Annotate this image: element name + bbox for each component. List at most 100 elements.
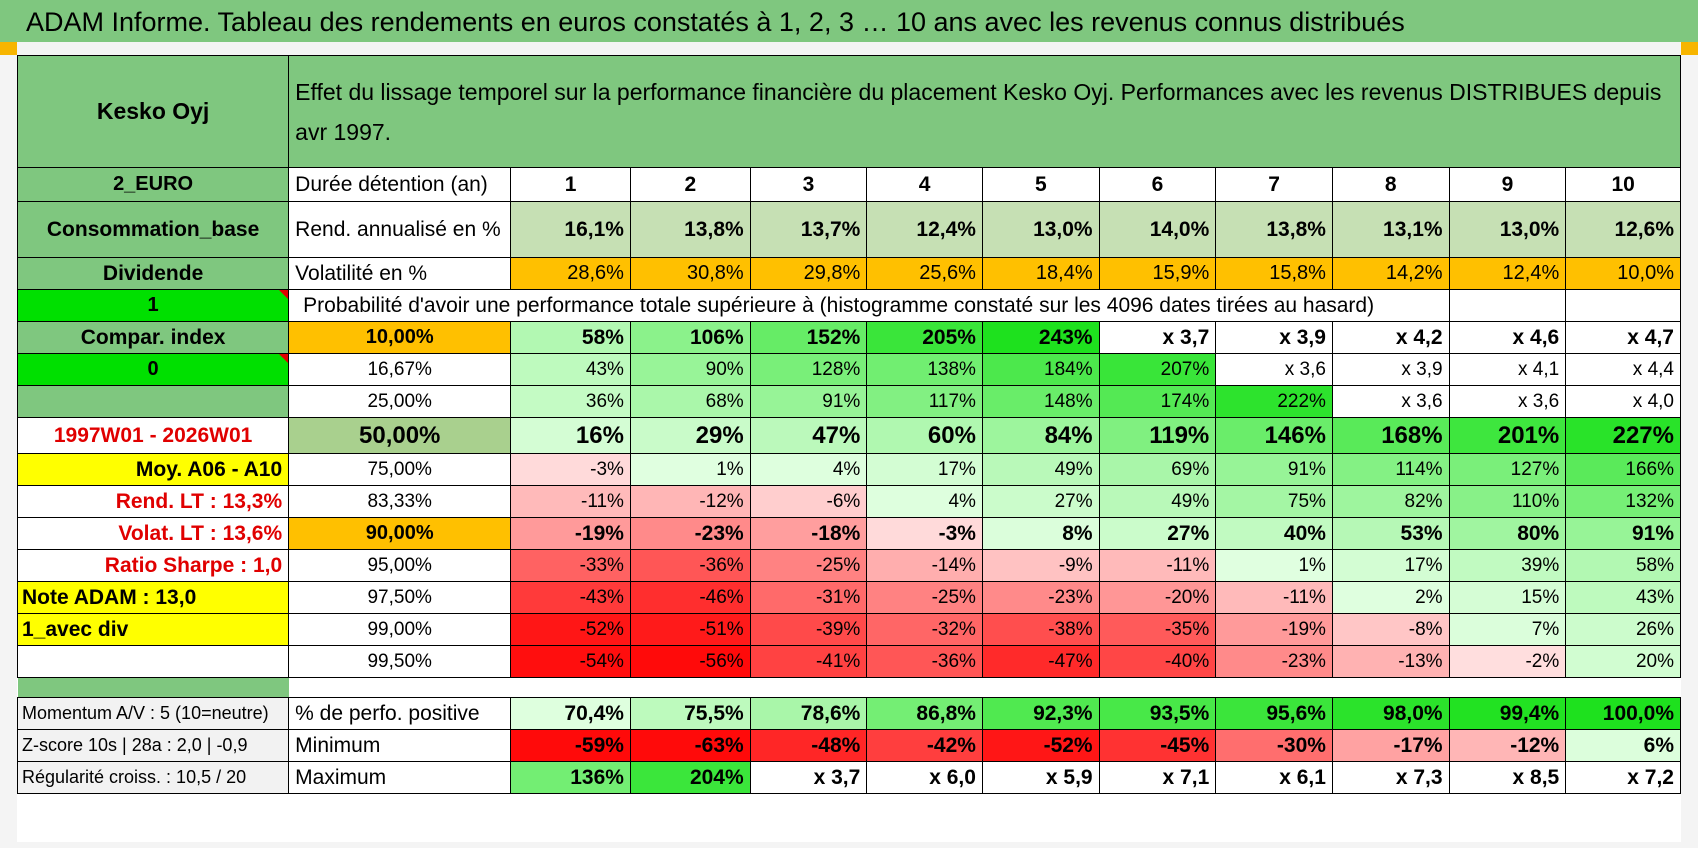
performance-cell: 7% [1448,613,1567,646]
performance-cell: -43% [510,581,631,614]
performance-cell: 29% [629,417,751,454]
annualized-return-label: Rend. annualisé en % [288,201,512,258]
maximum-cell: x 6,1 [1215,761,1333,794]
performance-cell: x 4,1 [1448,353,1567,386]
annualized-return-cell: 16,1% [510,201,631,258]
year-header: 1 [510,167,631,202]
performance-cell: -35% [1098,613,1217,646]
performance-cell: -39% [749,613,868,646]
performance-cell: -52% [510,613,631,646]
performance-cell: 2% [1331,581,1450,614]
year-header: 3 [749,167,868,202]
performance-cell: -3% [866,517,983,550]
year-header: 4 [866,167,983,202]
left-info-sharpe: Ratio Sharpe : 1,0 [16,549,290,582]
performance-cell: -38% [981,613,1100,646]
pct-pos-cell: 99,4% [1448,697,1567,730]
probability-threshold: 99,50% [288,645,512,678]
performance-cell: 106% [629,321,751,354]
probability-label: Probabilité d'avoir une performance tota… [288,289,1450,322]
annualized-return-cell: 13,1% [1331,201,1450,258]
performance-cell: -3% [510,453,631,486]
minimum-cell: 6% [1565,729,1681,762]
left-info-flag0[interactable]: 0 [16,353,290,386]
probability-threshold: 83,33% [288,485,512,518]
year-header: 5 [981,167,1100,202]
annualized-return-cell: 13,8% [1215,201,1333,258]
performance-cell: 16% [510,417,631,454]
spacer-cell [17,677,289,698]
performance-cell: -12% [629,485,751,518]
spacer-cell [288,677,1681,698]
performance-cell: 47% [749,417,868,454]
performance-cell: x 3,6 [1331,385,1450,418]
performance-cell: 128% [749,353,868,386]
pct-pos-cell: 86,8% [866,697,983,730]
performance-cell: 1% [1215,549,1333,582]
performance-cell: -25% [749,549,868,582]
volatility-cell: 30,8% [629,257,751,290]
minimum-cell: -42% [866,729,983,762]
volatility-cell: 12,4% [1448,257,1567,290]
performance-cell: -41% [749,645,868,678]
maximum-cell: x 8,5 [1448,761,1567,794]
volatility-cell: 15,8% [1215,257,1333,290]
annualized-return-cell: 13,0% [1448,201,1567,258]
performance-cell: 205% [866,321,983,354]
minimum-cell: -17% [1331,729,1450,762]
performance-cell: x 4,0 [1565,385,1681,418]
year-header: 9 [1448,167,1567,202]
performance-cell: -20% [1098,581,1217,614]
category-label: Consommation_base [16,201,290,258]
performance-cell: x 3,7 [1098,321,1217,354]
year-header: 7 [1215,167,1333,202]
dividend-label: Dividende [16,257,290,290]
maximum-cell: x 6,0 [866,761,983,794]
volatility-cell: 25,6% [866,257,983,290]
year-header: 10 [1565,167,1681,202]
stat-zscore: Z-score 10s | 28a : 2,0 | -0,9 [16,729,290,762]
performance-cell: -23% [981,581,1100,614]
performance-cell: -9% [981,549,1100,582]
left-info-blank [16,385,290,418]
performance-cell: -11% [1098,549,1217,582]
holding-duration-label: Durée détention (an) [288,167,512,202]
left-info-blank [16,645,290,678]
performance-cell: 132% [1565,485,1681,518]
pct-pos-cell: 100,0% [1565,697,1681,730]
performance-cell: 58% [510,321,631,354]
performance-cell: 53% [1331,517,1450,550]
performance-cell: 201% [1448,417,1567,454]
performance-cell: -23% [629,517,751,550]
left-info-avec_div: 1_avec div [16,613,290,646]
performance-cell: x 3,9 [1215,321,1333,354]
probability-threshold: 16,67% [288,353,512,386]
performance-cell: x 3,6 [1448,385,1567,418]
performance-cell: 43% [1565,581,1681,614]
performance-cell: 222% [1215,385,1333,418]
left-info-volat_lt: Volat. LT : 13,6% [16,517,290,550]
performance-cell: -19% [1215,613,1333,646]
performance-cell: x 3,9 [1331,353,1450,386]
performance-cell: 39% [1448,549,1567,582]
performance-cell: -13% [1331,645,1450,678]
performance-cell: -2% [1448,645,1567,678]
performance-cell: 114% [1331,453,1450,486]
performance-cell: -8% [1331,613,1450,646]
performance-cell: 146% [1215,417,1333,454]
annualized-return-cell: 14,0% [1098,201,1217,258]
pct-pos-cell: 93,5% [1098,697,1217,730]
performance-cell: -40% [1098,645,1217,678]
maximum-cell: x 7,1 [1098,761,1217,794]
performance-cell: 148% [981,385,1100,418]
flag-1-cell[interactable]: 1 [16,289,290,322]
performance-cell: 4% [866,485,983,518]
performance-cell: 60% [866,417,983,454]
performance-cell: -36% [629,549,751,582]
performance-cell: x 3,6 [1215,353,1333,386]
probability-threshold: 25,00% [288,385,512,418]
performance-cell: 26% [1565,613,1681,646]
performance-cell: 49% [1098,485,1217,518]
performance-cell: 84% [981,417,1100,454]
pct-pos-cell: 70,4% [510,697,631,730]
